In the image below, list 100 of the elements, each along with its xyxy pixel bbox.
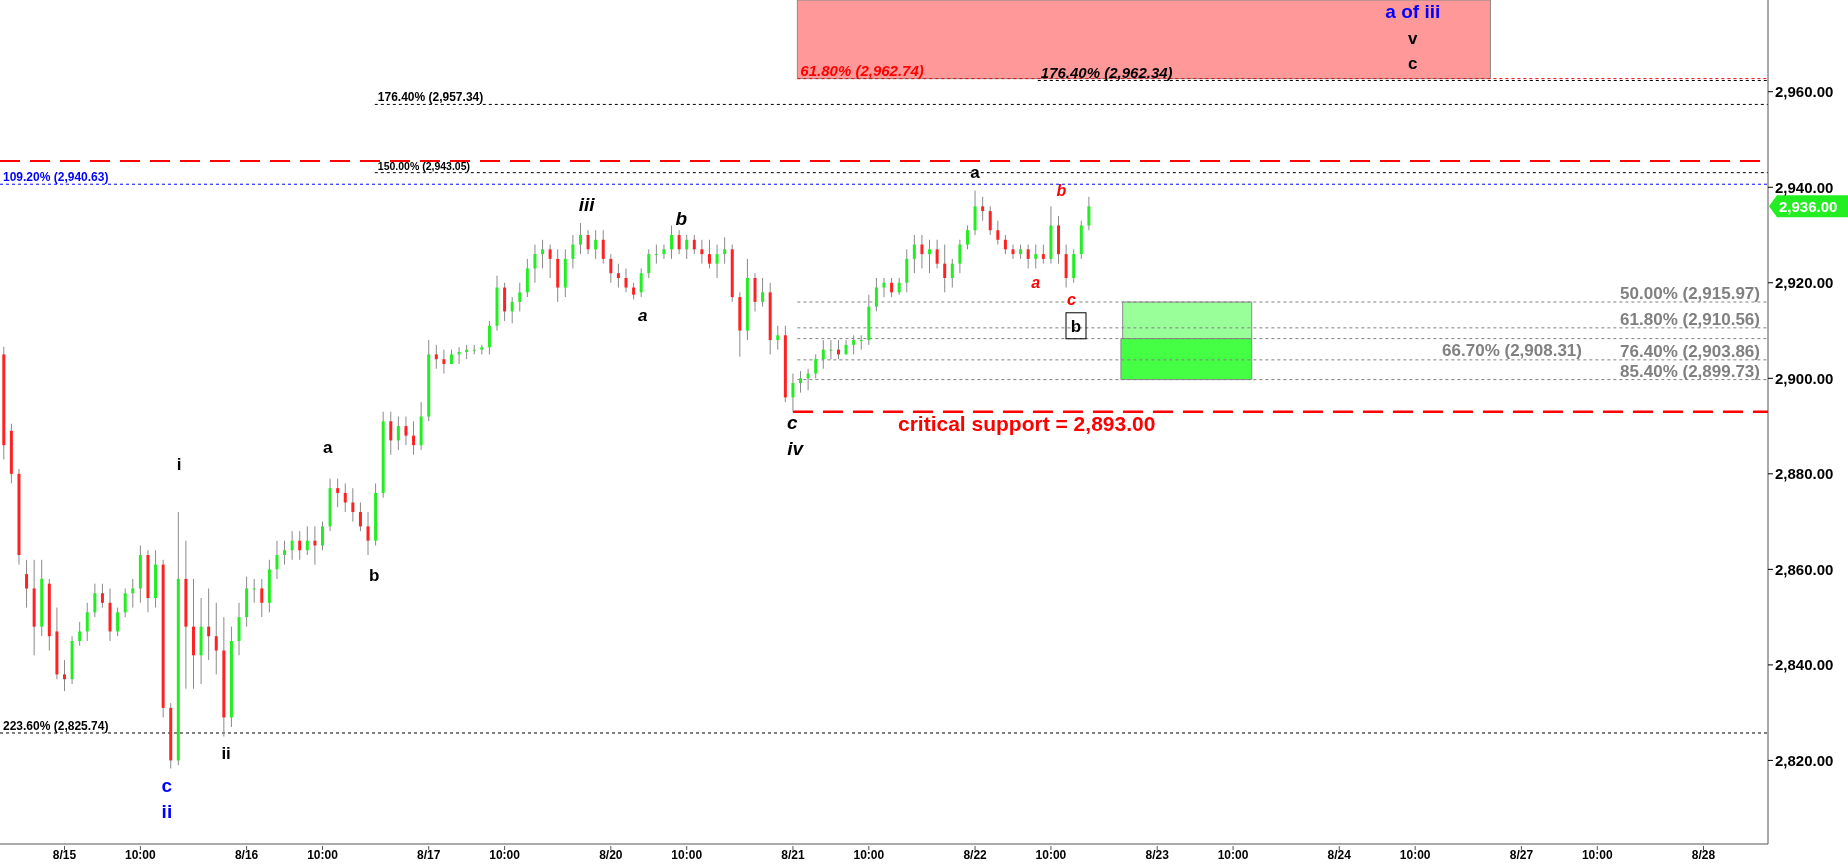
candlestick bbox=[928, 239, 932, 274]
candlestick bbox=[366, 511, 370, 556]
annotation: ii bbox=[161, 800, 173, 822]
y-tick-label: 2,920.00 bbox=[1775, 274, 1834, 292]
annotation: a of iii bbox=[1385, 0, 1441, 22]
candlestick bbox=[723, 236, 727, 265]
candlestick bbox=[935, 239, 939, 269]
candlestick bbox=[594, 229, 598, 260]
candlestick bbox=[503, 282, 507, 322]
ref-line-label: 61.80% (2,910.56) bbox=[1620, 309, 1760, 329]
ref-line-label: 150.00% (2,943.05) bbox=[377, 159, 471, 172]
candlestick bbox=[996, 220, 1000, 246]
candlestick bbox=[1041, 244, 1045, 265]
y-tick-label: 2,840.00 bbox=[1775, 656, 1834, 674]
candlestick bbox=[518, 282, 522, 312]
annotation: i bbox=[176, 454, 182, 474]
candlestick bbox=[85, 602, 89, 642]
candlestick bbox=[404, 416, 408, 446]
candlestick bbox=[965, 224, 969, 250]
annotation: ii bbox=[221, 743, 231, 763]
y-tick-label: 2,940.00 bbox=[1775, 178, 1834, 196]
x-tick-label: 10:00 bbox=[307, 848, 339, 862]
candlestick bbox=[601, 229, 605, 265]
annotation: iv bbox=[787, 437, 805, 459]
candlestick bbox=[829, 339, 833, 360]
y-tick-label: 2,820.00 bbox=[1775, 751, 1834, 769]
candlestick bbox=[958, 239, 962, 274]
candlestick bbox=[654, 244, 658, 265]
candlestick bbox=[93, 583, 97, 618]
candlestick bbox=[890, 277, 894, 298]
candlestick bbox=[358, 501, 362, 532]
candlestick bbox=[442, 349, 446, 375]
y-tick-label: 2,960.00 bbox=[1775, 83, 1834, 101]
candlestick bbox=[131, 578, 135, 609]
candlestick bbox=[973, 190, 977, 236]
candlestick bbox=[753, 272, 757, 312]
candlestick bbox=[1011, 244, 1015, 260]
candlestick bbox=[343, 482, 347, 513]
candlestick bbox=[78, 621, 82, 647]
ref-line-label: 223.60% (2,825.74) bbox=[3, 719, 109, 733]
candlestick bbox=[761, 277, 765, 308]
candlestick bbox=[609, 253, 613, 284]
ref-line-label: 76.40% (2,903.86) bbox=[1620, 341, 1760, 361]
ref-line-label: 176.40% (2,962.34) bbox=[1040, 63, 1173, 81]
x-tick-label: 8/22 bbox=[963, 848, 988, 862]
candlestick bbox=[988, 205, 992, 236]
candlestick bbox=[389, 411, 393, 456]
candlestick bbox=[116, 607, 120, 637]
candlestick bbox=[920, 234, 924, 269]
annotation: b bbox=[368, 565, 380, 585]
candlestick bbox=[548, 244, 552, 279]
annotation: b bbox=[1070, 316, 1082, 336]
candlestick bbox=[776, 325, 780, 351]
x-tick-label: 8/21 bbox=[781, 848, 805, 862]
x-tick-label: 10:00 bbox=[489, 848, 521, 862]
candlestick bbox=[586, 229, 590, 255]
ref-line-label: 50.00% (2,915.97) bbox=[1620, 284, 1760, 304]
y-tick-label: 2,860.00 bbox=[1775, 560, 1834, 578]
candlestick bbox=[123, 587, 127, 618]
x-tick-label: 8/28 bbox=[1691, 848, 1716, 862]
x-tick-label: 10:00 bbox=[1581, 848, 1613, 862]
candlestick bbox=[351, 487, 355, 523]
candlestick bbox=[700, 239, 704, 265]
annotation: b bbox=[1056, 181, 1067, 199]
candlestick bbox=[670, 224, 674, 260]
candlestick bbox=[647, 248, 651, 279]
ref-line-label: 109.20% (2,940.63) bbox=[3, 170, 109, 185]
annotation: c bbox=[1408, 53, 1418, 73]
annotation: c bbox=[1066, 290, 1076, 308]
annotation: a bbox=[970, 162, 981, 181]
candlestick bbox=[950, 258, 954, 289]
candlestick bbox=[882, 277, 886, 298]
candlestick bbox=[336, 478, 340, 508]
candlestick bbox=[434, 344, 438, 370]
candlestick bbox=[533, 244, 537, 284]
candlestick bbox=[905, 248, 909, 293]
x-tick-label: 10:00 bbox=[1399, 848, 1431, 862]
candlestick bbox=[1064, 244, 1068, 289]
x-tick-label: 10:00 bbox=[853, 848, 885, 862]
candlestick bbox=[237, 602, 241, 656]
candlestick bbox=[320, 521, 324, 551]
y-tick-label: 2,900.00 bbox=[1775, 369, 1834, 387]
candlestick bbox=[791, 373, 795, 413]
candlestick bbox=[260, 578, 264, 618]
annotation: a bbox=[1031, 273, 1041, 291]
x-tick-label: 10:00 bbox=[125, 848, 157, 862]
x-tick-label: 10:00 bbox=[1217, 848, 1249, 862]
candlestick bbox=[1003, 234, 1007, 255]
candlestick bbox=[25, 559, 29, 609]
candlestick bbox=[912, 234, 916, 274]
annotation: v bbox=[1408, 28, 1419, 48]
x-tick-label: 8/24 bbox=[1327, 848, 1352, 862]
candlestick bbox=[943, 244, 947, 293]
annotation: iii bbox=[578, 193, 596, 215]
x-tick-label: 8/20 bbox=[599, 848, 623, 862]
candlestick bbox=[525, 258, 529, 298]
x-tick-label: 10:00 bbox=[671, 848, 703, 862]
candlestick bbox=[275, 540, 279, 580]
candlestick bbox=[662, 244, 666, 260]
candlestick bbox=[63, 659, 66, 692]
